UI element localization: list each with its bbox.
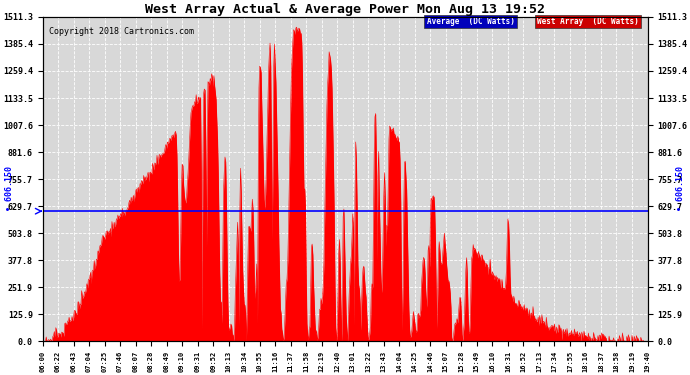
Text: Average  (DC Watts): Average (DC Watts) bbox=[426, 17, 515, 26]
Title: West Array Actual & Average Power Mon Aug 13 19:52: West Array Actual & Average Power Mon Au… bbox=[145, 3, 545, 16]
Text: West Array  (DC Watts): West Array (DC Watts) bbox=[538, 17, 639, 26]
Text: Copyright 2018 Cartronics.com: Copyright 2018 Cartronics.com bbox=[48, 27, 194, 36]
Text: • 606.150: • 606.150 bbox=[5, 166, 14, 211]
Text: • 606.150: • 606.150 bbox=[676, 166, 685, 211]
